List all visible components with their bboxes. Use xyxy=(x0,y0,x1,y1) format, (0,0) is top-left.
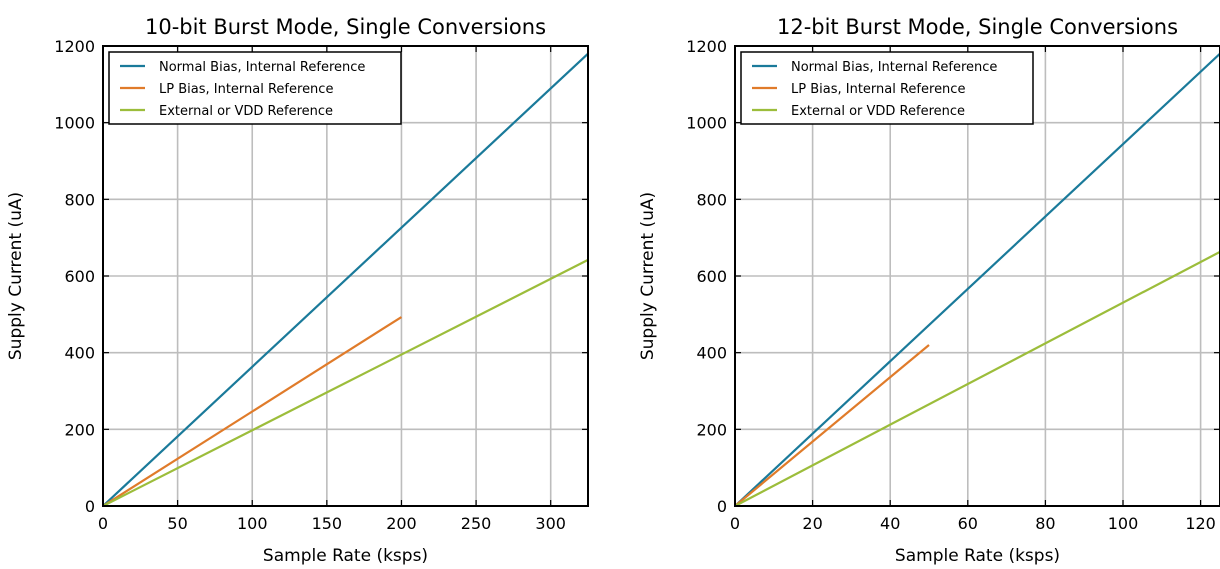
x-tick-label: 300 xyxy=(535,514,566,533)
y-tick-label: 200 xyxy=(64,420,95,439)
legend: Normal Bias, Internal Reference LP Bias, … xyxy=(740,51,1034,125)
x-tick-label: 250 xyxy=(461,514,492,533)
y-tick-label: 600 xyxy=(64,267,95,286)
x-tick-label: 50 xyxy=(167,514,187,533)
legend-label: External or VDD Reference xyxy=(159,104,333,119)
y-tick-label: 0 xyxy=(717,497,727,516)
y-tick-label: 600 xyxy=(696,267,727,286)
x-tick-label: 40 xyxy=(880,514,900,533)
series-line xyxy=(102,258,589,507)
x-tick-label: 100 xyxy=(237,514,268,533)
x-tick-label: 0 xyxy=(730,514,740,533)
legend-box xyxy=(108,51,402,125)
y-axis-label: Supply Current (uA) xyxy=(6,192,26,360)
x-tick-label: 150 xyxy=(312,514,343,533)
legend-label: Normal Bias, Internal Reference xyxy=(791,60,997,75)
chart-10bit-burst-mode: 10-bit Burst Mode, Single Conversions Sa… xyxy=(6,15,589,566)
legend-label: External or VDD Reference xyxy=(791,104,965,119)
y-tick-label: 400 xyxy=(696,344,727,363)
y-tick-label: 1200 xyxy=(686,37,727,56)
series-line xyxy=(734,52,1220,507)
y-tick-label: 200 xyxy=(696,420,727,439)
series-line xyxy=(734,344,930,507)
x-tick-label: 60 xyxy=(958,514,978,533)
y-tick-label: 1000 xyxy=(54,114,95,133)
series-line xyxy=(102,316,403,507)
x-axis-label: Sample Rate (ksps) xyxy=(263,546,428,566)
chart-title: 12-bit Burst Mode, Single Conversions xyxy=(777,15,1178,39)
y-tick-label: 1000 xyxy=(686,114,727,133)
legend-label: LP Bias, Internal Reference xyxy=(159,82,333,97)
y-tick-label: 800 xyxy=(64,190,95,209)
x-axis-label: Sample Rate (ksps) xyxy=(895,546,1060,566)
x-tick-label: 80 xyxy=(1035,514,1055,533)
legend: Normal Bias, Internal Reference LP Bias, … xyxy=(108,51,402,125)
y-tick-label: 0 xyxy=(85,497,95,516)
legend-box xyxy=(740,51,1034,125)
x-tick-label: 20 xyxy=(802,514,822,533)
series-line xyxy=(734,250,1220,507)
x-tick-label: 200 xyxy=(386,514,417,533)
y-tick-label: 400 xyxy=(64,344,95,363)
chart-12bit-burst-mode: 12-bit Burst Mode, Single Conversions Sa… xyxy=(638,15,1220,566)
x-tick-label: 100 xyxy=(1108,514,1139,533)
legend-label: Normal Bias, Internal Reference xyxy=(159,60,365,75)
y-axis-label: Supply Current (uA) xyxy=(638,192,658,360)
x-tick-label: 0 xyxy=(98,514,108,533)
series-line xyxy=(102,52,589,507)
y-tick-label: 1200 xyxy=(54,37,95,56)
legend-label: LP Bias, Internal Reference xyxy=(791,82,965,97)
y-tick-label: 800 xyxy=(696,190,727,209)
x-tick-label: 120 xyxy=(1185,514,1216,533)
chart-title: 10-bit Burst Mode, Single Conversions xyxy=(145,15,546,39)
